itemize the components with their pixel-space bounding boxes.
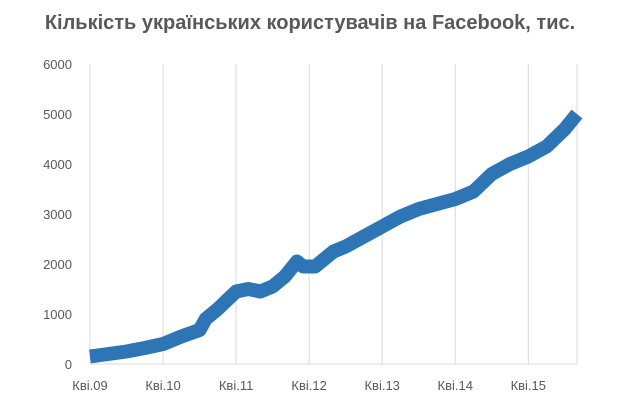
x-tick-label: Кві.13 [364,378,399,393]
x-tick-labels: Кві.09 Кві.10 Кві.11 Кві.12 Кві.13 Кві.14 Кві.… [72,378,546,393]
y-tick-labels: 0 1000 2000 3000 4000 5000 6000 [43,57,72,372]
axes [89,64,577,365]
x-tick-label: Кві.14 [438,378,473,393]
vertical-gridlines [162,64,578,364]
y-tick-label: 6000 [43,57,72,72]
y-tick-label: 1000 [43,307,72,322]
y-tick-label: 4000 [43,157,72,172]
y-tick-label: 5000 [43,107,72,122]
series-line [89,109,583,364]
x-tick-label: Кві.10 [145,378,180,393]
y-tick-label: 2000 [43,257,72,272]
y-tick-label: 3000 [43,207,72,222]
x-tick-label: Кві.09 [72,378,107,393]
x-tick-label: Кві.15 [511,378,546,393]
x-tick-label: Кві.12 [291,378,326,393]
series [89,109,583,364]
y-tick-label: 0 [65,357,72,372]
chart-title: Кількість українських користувачів на Fa… [44,12,576,34]
x-tick-label: Кві.11 [219,378,253,393]
